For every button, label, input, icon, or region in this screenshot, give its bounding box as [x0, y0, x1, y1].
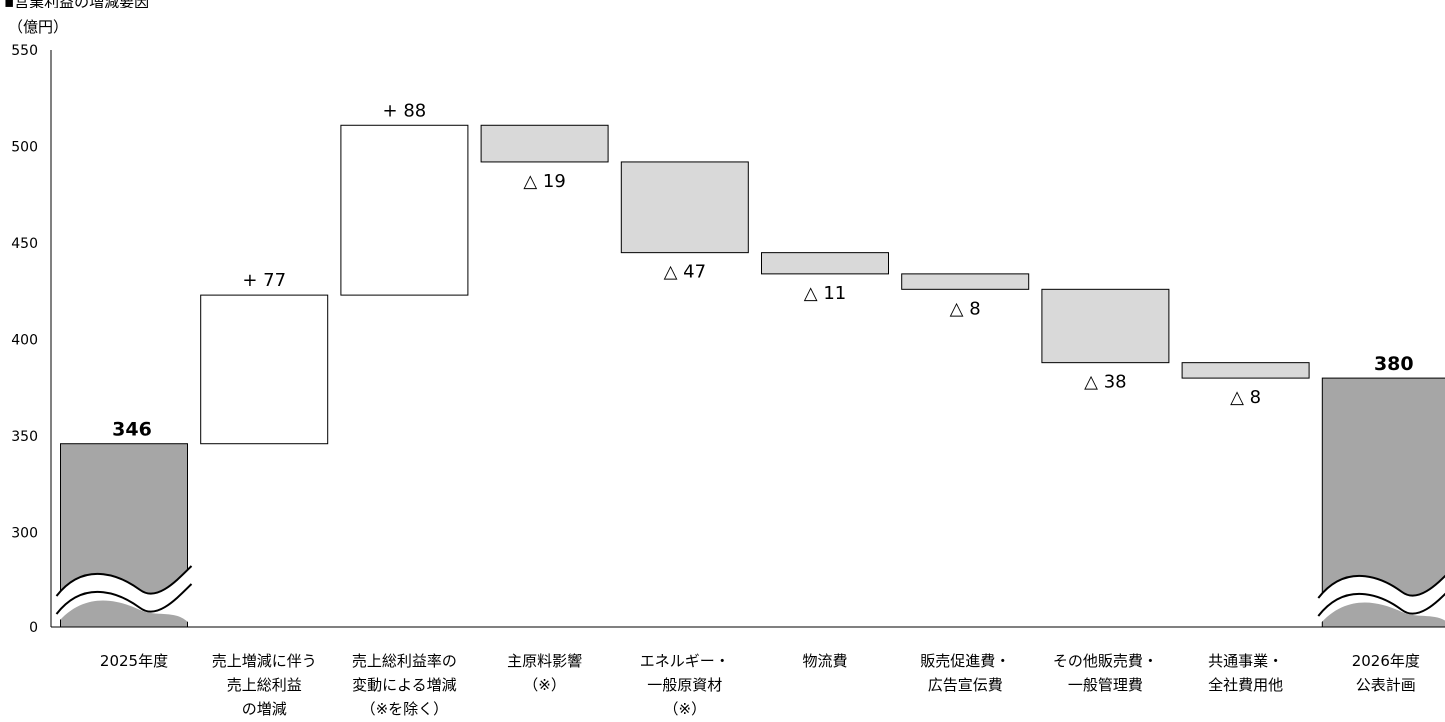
data-label: △ 19	[523, 171, 565, 192]
waterfall-bar	[340, 124, 469, 296]
category-label: 全社費用他	[1208, 676, 1283, 694]
category-label: 一般管理費	[1068, 676, 1143, 694]
category-label: 公表計画	[1356, 676, 1416, 694]
header-fragment-text: ▪営業利益の増減要因	[4, 0, 149, 8]
axis-break-line	[1317, 574, 1445, 599]
category-label: （※）	[523, 676, 566, 694]
category-label: エネルギー・	[640, 652, 730, 670]
waterfall-bar	[620, 161, 749, 254]
category-label: 一般原資材	[647, 676, 722, 694]
data-label: + 77	[242, 270, 286, 291]
waterfall-bar	[1181, 362, 1310, 379]
category-label: 2025年度	[100, 652, 168, 670]
y-tick-label: 400	[11, 333, 38, 349]
category-label: 変動による増減	[352, 676, 457, 694]
waterfall-bar	[1041, 288, 1170, 364]
waterfall-bar	[901, 273, 1030, 290]
category-label: 売上増減に伴う	[212, 652, 317, 670]
data-label: △ 8	[950, 298, 981, 319]
waterfall-bar	[200, 294, 329, 445]
y-tick-label: 0	[29, 620, 38, 636]
data-label: 346	[112, 419, 152, 441]
category-label: 売上総利益率の	[352, 652, 457, 670]
category-label: 共通事業・	[1208, 652, 1283, 670]
category-label: 2026年度	[1352, 652, 1420, 670]
data-label: △ 38	[1084, 372, 1126, 393]
unit-label: （億円）	[8, 18, 69, 36]
data-label: △ 11	[804, 283, 846, 304]
data-label: △ 47	[664, 262, 706, 283]
category-label: 売上総利益	[227, 676, 302, 694]
category-label: の増減	[242, 700, 287, 718]
category-label: 販売促進費・	[920, 652, 1010, 670]
axis-break-line	[1317, 592, 1445, 617]
waterfall-bar	[761, 252, 889, 275]
data-label: 380	[1374, 353, 1414, 375]
category-label: 主原料影響	[507, 652, 582, 670]
axis-break-line	[55, 583, 193, 615]
y-tick-label: 550	[11, 43, 38, 59]
category-label: 物流費	[802, 652, 847, 670]
category-label: 広告宣伝費	[928, 676, 1003, 694]
category-label: その他販売費・	[1053, 652, 1158, 670]
axis-break-line	[55, 565, 193, 597]
waterfall-bar	[480, 124, 609, 163]
header-fragment: ▪営業利益の増減要因	[0, 0, 270, 8]
category-label: （※）	[664, 700, 707, 718]
y-tick-label: 450	[11, 236, 38, 252]
y-tick-label: 300	[11, 526, 38, 542]
y-tick-label: 350	[11, 429, 38, 445]
category-label: （※を除く）	[361, 700, 449, 718]
y-tick-label: 500	[11, 140, 38, 156]
data-label: △ 8	[1230, 387, 1261, 408]
data-label: + 88	[383, 100, 427, 121]
